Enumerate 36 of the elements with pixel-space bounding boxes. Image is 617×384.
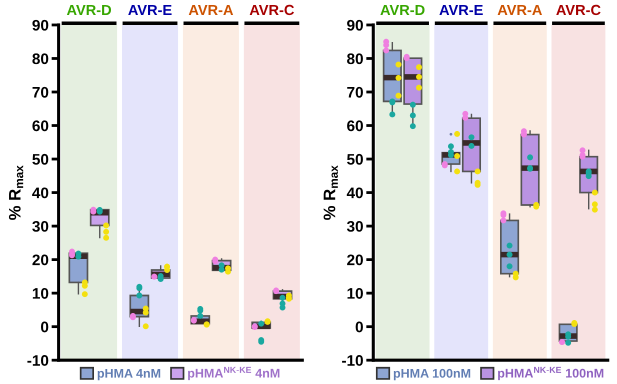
legend-label: pHMA$^{NK-KE}$ 4nM (188, 366, 280, 380)
y-tick-label: 0 (41, 322, 48, 332)
y-tick-label: 90 (32, 20, 48, 31)
x-tick-label: AVR-D (380, 4, 425, 15)
y-tick-label: 10 (32, 288, 48, 299)
x-tick-label: AVR-E (439, 4, 483, 15)
y-tick-label: 80 (347, 53, 363, 64)
y-tick-label: 20 (32, 254, 48, 266)
y-tick-label: 90 (347, 20, 363, 31)
y-tick-label: 50 (347, 154, 363, 165)
y-tick-label: 80 (32, 53, 48, 64)
x-tick-label: AVR-E (128, 4, 172, 15)
y-tick-label: 60 (347, 120, 363, 132)
x-tick-label: AVR-D (66, 4, 112, 15)
y-tick-label: 30 (32, 220, 48, 232)
x-tick-label: AVR-A (188, 4, 234, 15)
legend-label: pHMA 100nM (394, 368, 470, 380)
y-tick-label: 60 (32, 120, 48, 132)
x-tick-label: AVR-C (556, 4, 601, 16)
y-tick-label: 20 (347, 254, 363, 266)
y-axis-title: % R$_{max}$ (8, 165, 24, 220)
y-axis-title: % R$_{max}$ (324, 165, 338, 220)
y-tick-label: 30 (346, 220, 363, 232)
y-tick-label: 70 (347, 86, 363, 98)
legend-label: pHMA 4nM (98, 369, 160, 380)
x-tick-label: AVR-A (498, 4, 542, 15)
legend-label: pHMA$^{NK-KE}$ 100nM (498, 366, 604, 380)
x-tick-label: AVR-C (250, 4, 294, 16)
y-tick-label: 10 (348, 288, 363, 299)
y-tick-label: 40 (32, 187, 48, 198)
y-tick-label: -10 (27, 355, 48, 366)
y-tick-label: 40 (346, 187, 363, 198)
y-tick-label: 70 (32, 86, 48, 98)
y-tick-label: 50 (32, 154, 48, 165)
y-tick-label: -10 (342, 355, 363, 366)
y-tick-label: 0 (356, 322, 363, 332)
